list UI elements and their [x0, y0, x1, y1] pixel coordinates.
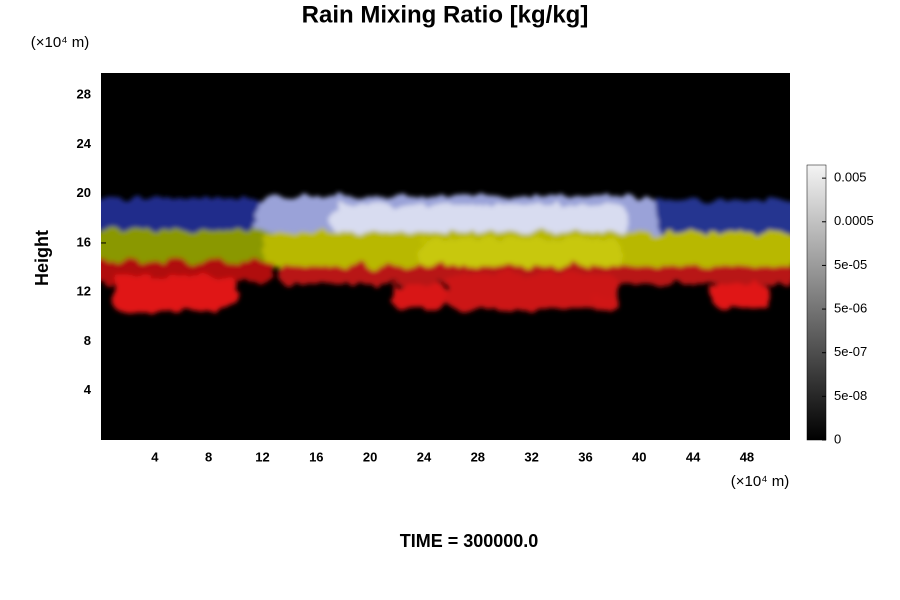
x-tick-label: 44 — [686, 449, 701, 464]
x-tick-label: 8 — [205, 449, 212, 464]
x-tick-label: 4 — [151, 449, 159, 464]
y-tick-label: 24 — [77, 136, 92, 151]
y-tick-label: 8 — [84, 333, 91, 348]
rain-field — [101, 196, 790, 312]
colorbar-tick-label: 0.0005 — [834, 213, 874, 228]
x-tick-label: 16 — [309, 449, 323, 464]
x-tick-label: 20 — [363, 449, 377, 464]
colorbar-tick-label: 0 — [834, 431, 841, 446]
x-tick-label: 24 — [417, 449, 432, 464]
time-annotation: TIME = 300000.0 — [400, 531, 539, 551]
y-axis-label: Height — [32, 230, 52, 286]
x-tick-label: 32 — [524, 449, 538, 464]
x-tick-label: 12 — [255, 449, 269, 464]
colorbar-tick-label: 5e-08 — [834, 388, 867, 403]
y-tick-label: 16 — [77, 234, 91, 249]
chart-title: Rain Mixing Ratio [kg/kg] — [302, 1, 589, 28]
y-unit: (×10⁴ m) — [31, 34, 90, 51]
colorbar — [806, 164, 827, 441]
x-tick-label: 28 — [471, 449, 485, 464]
x-tick-label: 36 — [578, 449, 592, 464]
colorbar-tick-label: 5e-07 — [834, 344, 867, 359]
colorbar-tick-label: 5e-05 — [834, 257, 867, 272]
y-tick-label: 12 — [77, 284, 91, 299]
y-tick-label: 20 — [77, 185, 91, 200]
y-tick-label: 4 — [84, 382, 92, 397]
colorbar-tick-label: 5e-06 — [834, 301, 867, 316]
x-tick-label: 40 — [632, 449, 646, 464]
x-tick-label: 48 — [740, 449, 754, 464]
colorbar-tick-label: 0.005 — [834, 170, 867, 185]
y-tick-label: 28 — [77, 87, 91, 102]
x-unit: (×10⁴ m) — [731, 473, 790, 490]
